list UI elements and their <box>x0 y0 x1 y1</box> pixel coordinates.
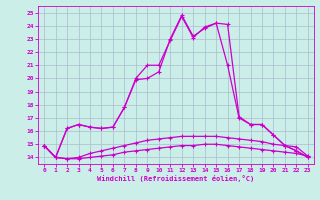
X-axis label: Windchill (Refroidissement éolien,°C): Windchill (Refroidissement éolien,°C) <box>97 175 255 182</box>
